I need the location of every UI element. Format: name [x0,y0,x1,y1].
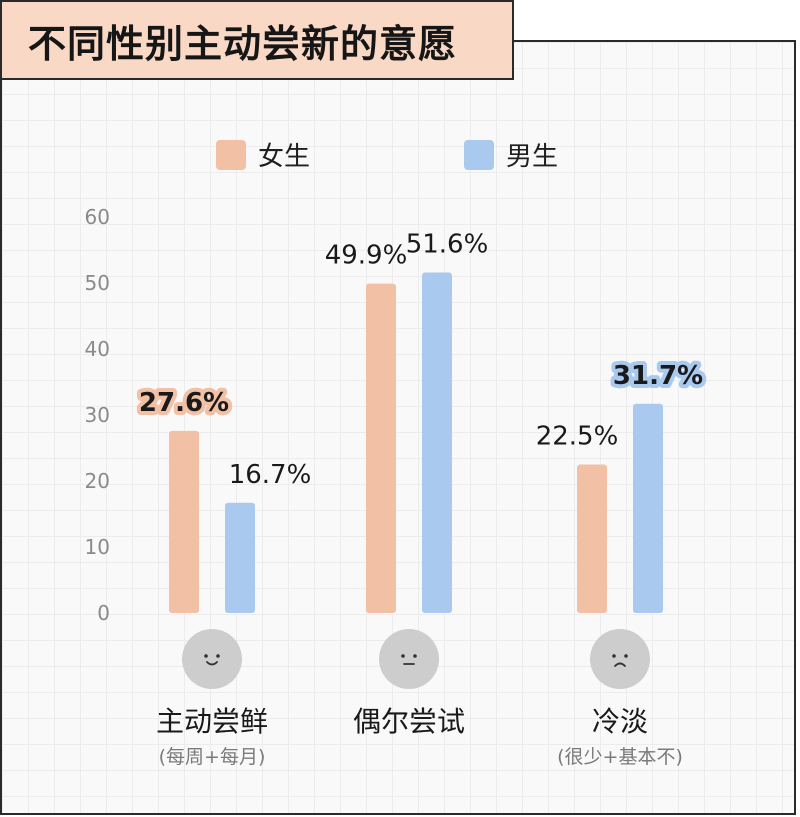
category-note: (很少+基本不) [557,746,683,768]
bar-female-2 [366,283,396,613]
category-label: 主动尝鲜 [156,705,268,738]
value-label: 22.5% [536,422,619,452]
legend-swatch-male [464,140,494,170]
y-tick-label: 40 [85,337,110,361]
value-label: 31.7% [613,361,703,391]
legend-label-male: 男生 [506,142,558,172]
bar-female-1 [169,430,199,613]
y-tick-label: 20 [85,469,110,493]
y-tick-label: 10 [85,535,110,559]
sad-face-icon [590,629,650,689]
bar-male-1 [225,502,255,613]
category-note: (每周+每月) [159,746,266,768]
y-tick-label: 50 [85,271,110,295]
category-label: 冷淡 [592,705,648,738]
y-tick-label: 0 [97,601,110,625]
chart-title: 不同性别主动尝新的意愿 [28,21,458,66]
neutral-face-icon [379,629,439,689]
title-banner: 不同性别主动尝新的意愿 [0,0,514,80]
bar-male-2 [422,272,452,613]
smile-face-icon [182,629,242,689]
bar-female-3 [577,464,607,613]
value-label: 51.6% [406,229,489,259]
value-label: 49.9% [325,241,408,271]
value-label: 16.7% [229,460,312,490]
y-tick-label: 30 [85,403,110,427]
category-label: 偶尔尝试 [353,705,465,738]
legend-swatch-female [216,140,246,170]
value-label: 27.6% [139,388,229,418]
y-tick-label: 60 [85,205,110,229]
legend-label-female: 女生 [258,142,310,172]
bar-male-3 [633,403,663,613]
